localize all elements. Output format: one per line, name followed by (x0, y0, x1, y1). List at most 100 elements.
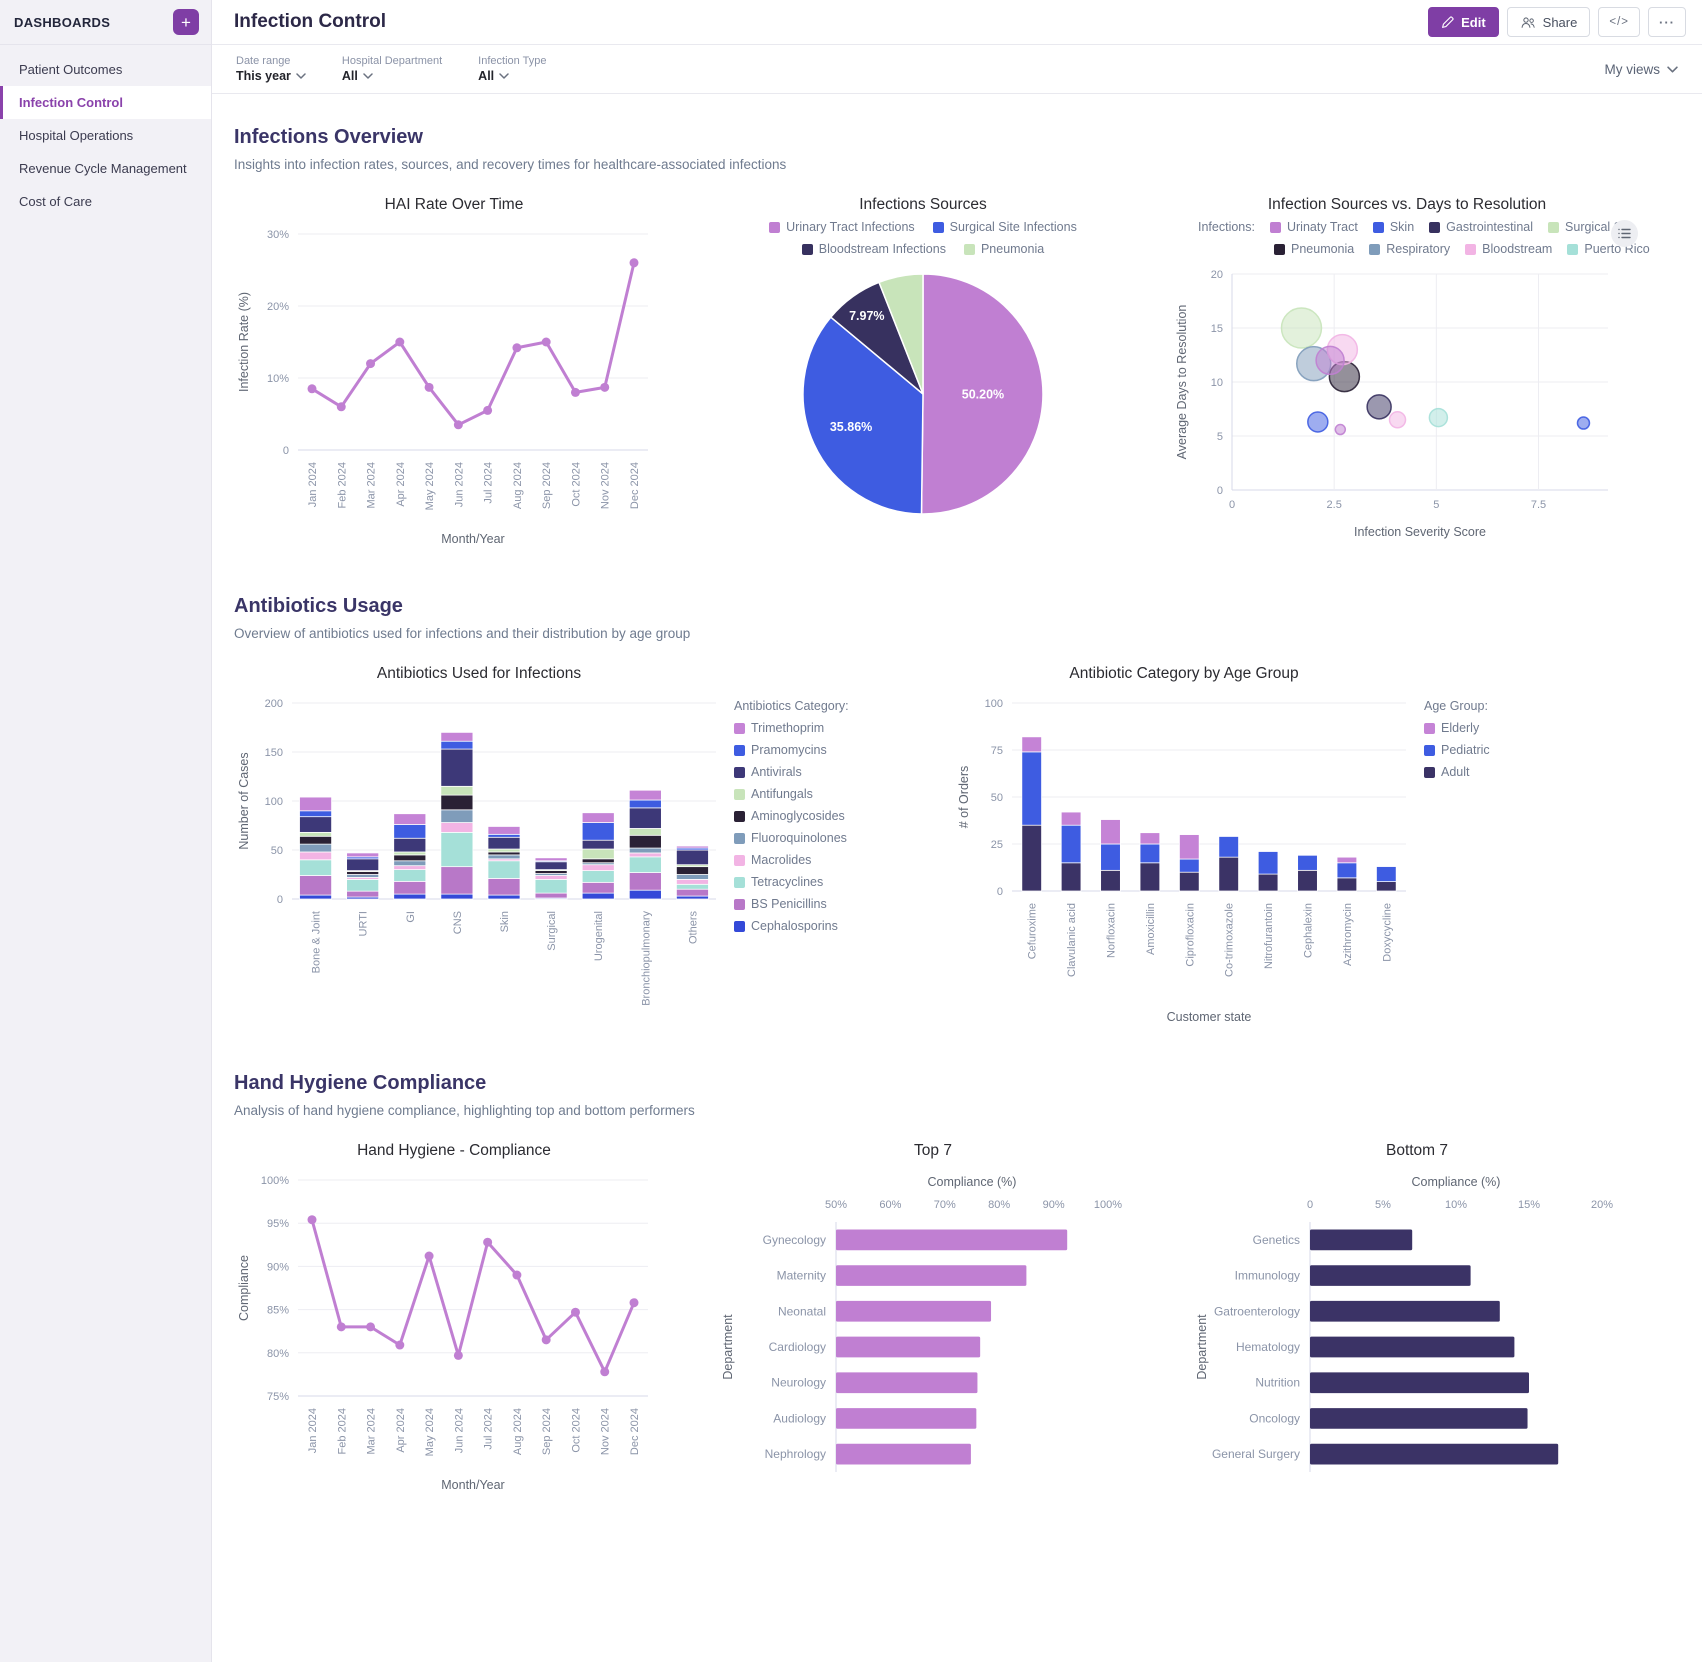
main: Infection Control Edit Share </> (212, 0, 1702, 1662)
svg-text:60%: 60% (879, 1199, 901, 1211)
svg-text:Cardiology: Cardiology (769, 1340, 826, 1354)
share-button[interactable]: Share (1506, 7, 1591, 37)
chart-title-infections-sources: Infections Sources (859, 196, 987, 213)
bottom7-chart: Compliance (%) 0 5% 10% 15% 20% Genetics Immuno… (1192, 1166, 1642, 1491)
legend-item-cephalosporins: Cephalosporins (734, 919, 884, 933)
legend-swatch (1372, 221, 1384, 233)
sidebar-item-infection-control[interactable]: Infection Control (0, 86, 211, 119)
sources-resolution-legend-wrap: Infections: Urinaty Tract Skin Gastrointest… (1198, 220, 1650, 256)
filters: Date range This year Hospital Department Al… (236, 55, 546, 83)
legend-row: Bloodstream Infections Pneumonia (708, 242, 1138, 256)
legend-label: Bloodstream Infections (818, 242, 946, 256)
svg-text:Skin: Skin (499, 911, 511, 932)
chart-title-top7: Top 7 (914, 1142, 952, 1159)
legend-title: Antibiotics Category: (734, 699, 849, 713)
more-button[interactable]: ··· (1648, 7, 1686, 37)
legend-label: Gastrointestinal (1446, 220, 1534, 234)
svg-text:80%: 80% (267, 1348, 289, 1360)
chevron-down-icon (499, 73, 509, 79)
page-title: Infection Control (234, 11, 386, 32)
antibiotics-usage-row: Antibiotics Used for Infections 0 50 100 15… (234, 665, 1676, 1032)
filter-value-text: All (341, 69, 358, 83)
bottom7-card: Bottom 7 Compliance (%) 0 5% 10% 15% 20% Genet… (1192, 1142, 1642, 1491)
svg-text:95%: 95% (267, 1218, 289, 1230)
antibiotics-used-legend: Antibiotics Category: Trimethoprim Pramomy… (734, 665, 884, 933)
svg-text:100: 100 (265, 796, 283, 808)
edit-button[interactable]: Edit (1428, 7, 1499, 37)
svg-text:0: 0 (1217, 485, 1223, 497)
filter-value: All (342, 69, 442, 83)
svg-text:75%: 75% (267, 1391, 289, 1403)
svg-text:Norfloxacin: Norfloxacin (1106, 903, 1118, 958)
svg-text:Month/Year: Month/Year (441, 532, 504, 546)
svg-text:Others: Others (687, 911, 699, 945)
sidebar-item-cost-of-care[interactable]: Cost of Care (19, 194, 92, 209)
topbar: Infection Control Edit Share </> (212, 0, 1702, 45)
section-subtitle-antibiotics-usage: Overview of antibiotics used for infecti… (234, 626, 691, 641)
hai-rate-card: HAI Rate Over Time 0 10% 20% 30% Jan 2024 Feb… (234, 196, 674, 555)
legend-swatch (734, 810, 745, 822)
legend-swatch (734, 876, 745, 888)
svg-text:Doxycycline: Doxycycline (1381, 903, 1393, 962)
svg-text:2.5: 2.5 (1327, 499, 1342, 511)
sources-resolution-chart: 0 5 10 15 20 0 2.5 5 7.5 Infection Severity Score… (1172, 264, 1642, 547)
svg-text:200: 200 (265, 698, 283, 710)
my-views-dropdown[interactable]: My views (1604, 62, 1678, 77)
svg-text:100%: 100% (1094, 1199, 1122, 1211)
svg-text:5: 5 (1217, 431, 1223, 443)
filter-date-range[interactable]: Date range This year (236, 55, 306, 83)
svg-text:0: 0 (1229, 499, 1235, 511)
svg-text:Oct 2024: Oct 2024 (570, 462, 582, 507)
legend-label: Skin (1389, 220, 1415, 234)
svg-text:Department: Department (721, 1314, 735, 1380)
svg-text:150: 150 (265, 747, 283, 759)
svg-text:Jun 2024: Jun 2024 (453, 1408, 465, 1453)
hand-hygiene-chart: 75% 80% 85% 90% 95% 100% Jan 2024 Feb 2024 Mar 2… (234, 1166, 674, 1501)
chart-title-antibiotic-age: Antibiotic Category by Age Group (1069, 665, 1299, 682)
antibiotic-age-svg: 0 25 50 75 100 Cefuroxime Clavulanic acid Norfl… (957, 698, 1406, 1024)
svg-text:Compliance (%): Compliance (%) (1412, 1175, 1501, 1189)
legend-swatch (734, 898, 745, 910)
sidebar-item-hospital-operations[interactable]: Hospital Operations (19, 128, 134, 143)
chart-title-hai-rate: HAI Rate Over Time (384, 196, 524, 213)
filter-hospital-department[interactable]: Hospital Department All (342, 55, 442, 83)
filter-infection-type[interactable]: Infection Type All (478, 55, 546, 83)
legend-swatch (734, 920, 745, 932)
legend-swatch (1369, 243, 1381, 255)
sidebar-item-revenue-cycle-management[interactable]: Revenue Cycle Management (19, 161, 187, 176)
legend-swatch (734, 744, 745, 756)
svg-text:Feb 2024: Feb 2024 (336, 462, 348, 508)
svg-text:0: 0 (997, 886, 1003, 898)
people-icon (1520, 16, 1536, 29)
sidebar-item-patient-outcomes[interactable]: Patient Outcomes (19, 62, 123, 77)
svg-text:Average Days to Resolution: Average Days to Resolution (1175, 305, 1189, 460)
svg-text:Jul 2024: Jul 2024 (483, 462, 495, 504)
add-dashboard-button[interactable]: + (173, 9, 199, 35)
svg-text:15%: 15% (1518, 1199, 1540, 1211)
svg-text:100: 100 (985, 698, 1003, 710)
legend-list-icon[interactable] (1611, 220, 1638, 247)
legend-item-antifungals: Antifungals (734, 787, 884, 801)
svg-text:Nov 2024: Nov 2024 (600, 1408, 612, 1455)
embed-code-button[interactable]: </> (1598, 7, 1640, 37)
antibiotics-used-svg: 0 50 100 150 200 Bone & Joint URTI GI CNS Skin Sur… (237, 698, 716, 1006)
topbar-actions: Edit Share </> ··· (1428, 7, 1686, 37)
svg-text:Neurology: Neurology (771, 1376, 826, 1390)
svg-text:Audiology: Audiology (773, 1411, 826, 1425)
legend-swatch (1429, 221, 1441, 233)
legend-swatch (734, 722, 745, 734)
chart-title-antibiotics-used: Antibiotics Used for Infections (376, 665, 582, 682)
antibiotic-age-legend: Age Group: Elderly Pediatric Adult (1424, 665, 1524, 779)
legend-label: Antifungals (751, 787, 813, 801)
legend-item-macrolides: Macrolides (734, 853, 884, 867)
legend-swatch (1424, 744, 1435, 756)
sources-resolution-legend: Infections: Urinaty Tract Skin Gastrointest… (1198, 220, 1650, 256)
legend-label: Puerto Rico (1584, 242, 1650, 256)
legend-label: Cephalosporins (751, 919, 838, 933)
svg-text:Sep 2024: Sep 2024 (541, 462, 553, 509)
svg-text:10: 10 (1211, 377, 1223, 389)
legend-item-pneumonia: Pneumonia (1274, 242, 1354, 256)
sources-resolution-svg: 0 5 10 15 20 0 2.5 5 7.5 Infection Severity Score… (1175, 269, 1608, 539)
chart-title-sources-resolution: Infection Sources vs. Days to Resolution (1267, 196, 1547, 213)
section-title-infections-overview: Infections Overview (234, 126, 423, 148)
